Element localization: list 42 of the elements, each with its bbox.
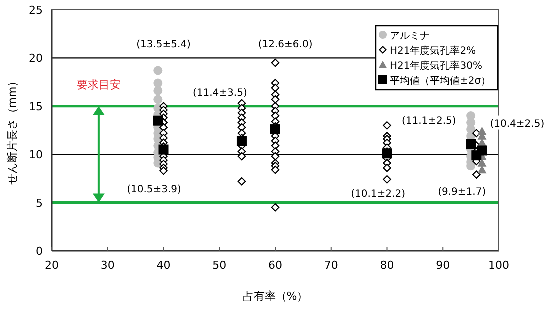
point	[478, 166, 487, 174]
y-tick-label: 0	[36, 245, 43, 258]
y-tick-label: 10	[29, 148, 43, 162]
annotation: (10.4±2.5)	[490, 118, 545, 130]
point	[154, 78, 163, 88]
x-axis-title: 占有率（%）	[242, 290, 308, 303]
annotation: (10.5±3.9)	[127, 184, 182, 196]
x-tick-label: 70	[324, 259, 338, 272]
x-tick-label: 100	[488, 259, 510, 272]
annotation: (11.1±2.5)	[402, 116, 456, 127]
x-tick-label: 60	[268, 259, 282, 272]
x-tick-label: 90	[436, 259, 450, 272]
point	[154, 95, 163, 104]
point	[236, 136, 247, 146]
annotation: (10.1±2.2)	[351, 189, 406, 200]
annotation: (13.5±5.4)	[136, 40, 191, 51]
x-tick-label: 20	[45, 259, 59, 272]
annotation: (11.4±3.5)	[193, 88, 248, 99]
point	[154, 86, 163, 96]
point	[466, 138, 476, 149]
legend-label: アルミナ	[390, 31, 430, 42]
legend-label: H21年度気孔率2%	[390, 45, 476, 57]
point	[158, 144, 169, 155]
y-tick-label: 20	[29, 52, 43, 66]
point	[154, 66, 163, 76]
y-tick-label: 5	[36, 196, 43, 210]
annotation: (9.9±1.7)	[438, 187, 486, 198]
x-tick-label: 50	[212, 259, 227, 272]
x-tick-label: 80	[380, 259, 394, 272]
annotation: 要求目安	[76, 78, 121, 92]
point	[270, 124, 280, 135]
point	[382, 148, 392, 159]
annotation: (12.6±6.0)	[258, 40, 313, 51]
x-tick-label: 40	[156, 259, 171, 272]
y-tick-label: 15	[29, 100, 43, 114]
y-tick-label: 25	[29, 4, 43, 17]
point	[477, 146, 488, 156]
x-tick-label: 30	[100, 259, 115, 272]
legend-label: 平均値（平均値±2σ）	[390, 75, 492, 87]
legend-label: H21年度気孔率30%	[390, 60, 482, 72]
y-axis-title: せん断片長さ（mm）	[6, 76, 19, 186]
point	[153, 116, 164, 126]
